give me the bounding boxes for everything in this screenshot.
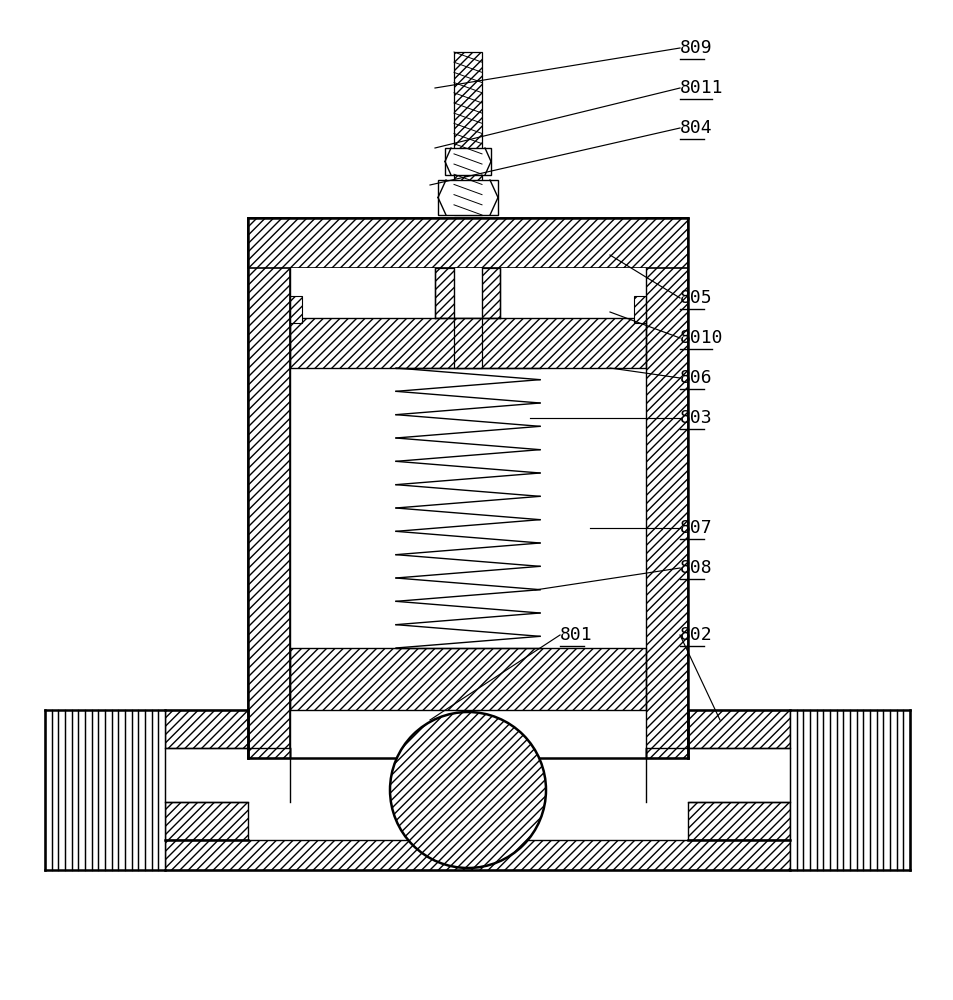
Bar — [454, 52, 481, 215]
Bar — [290, 318, 645, 368]
Bar — [165, 802, 248, 840]
Text: 809: 809 — [679, 39, 712, 57]
Bar — [248, 748, 290, 758]
Bar — [290, 268, 645, 758]
Bar — [290, 296, 302, 323]
Text: 807: 807 — [679, 519, 712, 537]
Bar — [454, 318, 481, 368]
Text: 803: 803 — [679, 409, 712, 427]
Text: 805: 805 — [679, 289, 712, 307]
Bar — [444, 148, 491, 175]
Text: 806: 806 — [679, 369, 712, 387]
Text: 8010: 8010 — [679, 329, 722, 347]
Bar — [435, 268, 500, 318]
Bar — [248, 218, 290, 758]
Bar — [634, 296, 645, 323]
Text: 808: 808 — [679, 559, 712, 577]
Bar — [165, 710, 248, 748]
Bar — [645, 218, 687, 758]
Bar — [687, 710, 789, 748]
Bar — [454, 268, 481, 318]
Bar — [437, 180, 497, 215]
Text: 802: 802 — [679, 626, 712, 644]
Bar — [687, 802, 789, 840]
Bar — [290, 648, 645, 710]
Bar — [45, 710, 165, 870]
Circle shape — [390, 712, 545, 868]
Text: 801: 801 — [559, 626, 592, 644]
Text: 804: 804 — [679, 119, 712, 137]
Bar — [645, 748, 687, 758]
Text: 8011: 8011 — [679, 79, 722, 97]
Bar — [165, 840, 789, 870]
Bar — [248, 218, 687, 268]
Bar — [789, 710, 909, 870]
